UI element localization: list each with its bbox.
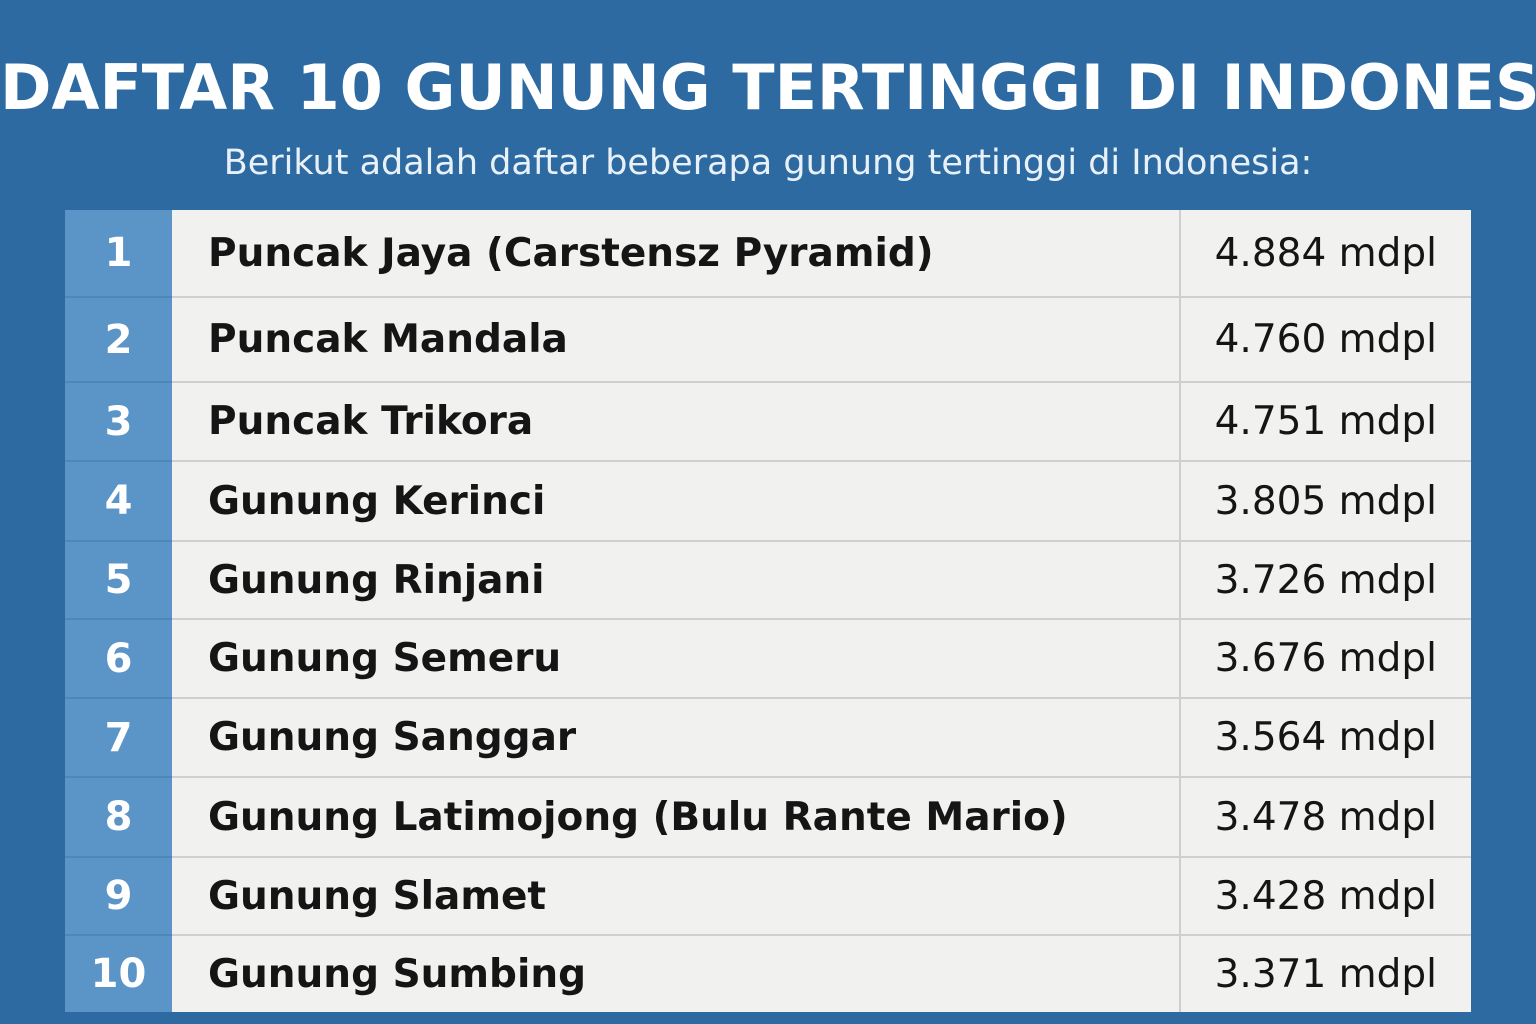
mountain-name-cell: Puncak Trikora [172, 383, 1181, 462]
mountain-height-cell: 3.428 mdpl [1181, 858, 1471, 936]
mountain-height-cell: 4.760 mdpl [1181, 298, 1471, 383]
mountain-height-cell: 3.676 mdpl [1181, 620, 1471, 699]
table-row: 10 Gunung Sumbing 3.371 mdpl [65, 936, 1471, 1012]
mountain-height-cell: 4.884 mdpl [1181, 210, 1471, 298]
rank-cell: 2 [65, 298, 172, 383]
mountain-name-cell: Puncak Jaya (Carstensz Pyramid) [172, 210, 1181, 298]
mountain-height-cell: 3.371 mdpl [1181, 936, 1471, 1012]
mountain-name-cell: Gunung Semeru [172, 620, 1181, 699]
table-row: 9 Gunung Slamet 3.428 mdpl [65, 858, 1471, 936]
rank-cell: 5 [65, 542, 172, 620]
mountain-name-cell: Gunung Rinjani [172, 542, 1181, 620]
rank-cell: 1 [65, 210, 172, 298]
rank-cell: 9 [65, 858, 172, 936]
mountain-name-cell: Gunung Sanggar [172, 699, 1181, 778]
rank-cell: 10 [65, 936, 172, 1012]
table-row: 6 Gunung Semeru 3.676 mdpl [65, 620, 1471, 699]
mountain-height-cell: 3.478 mdpl [1181, 778, 1471, 858]
mountain-name-cell: Gunung Latimojong (Bulu Rante Mario) [172, 778, 1181, 858]
rank-cell: 4 [65, 462, 172, 542]
mountain-height-cell: 4.751 mdpl [1181, 383, 1471, 462]
table-row: 7 Gunung Sanggar 3.564 mdpl [65, 699, 1471, 778]
mountain-name-cell: Puncak Mandala [172, 298, 1181, 383]
rank-cell: 3 [65, 383, 172, 462]
table-row: 8 Gunung Latimojong (Bulu Rante Mario) 3… [65, 778, 1471, 858]
mountain-name-cell: Gunung Slamet [172, 858, 1181, 936]
rank-cell: 8 [65, 778, 172, 858]
table-row: 2 Puncak Mandala 4.760 mdpl [65, 298, 1471, 383]
mountain-name-cell: Gunung Kerinci [172, 462, 1181, 542]
rank-cell: 7 [65, 699, 172, 778]
table-row: 1 Puncak Jaya (Carstensz Pyramid) 4.884 … [65, 210, 1471, 298]
mountain-height-cell: 3.564 mdpl [1181, 699, 1471, 778]
table-row: 5 Gunung Rinjani 3.726 mdpl [65, 542, 1471, 620]
table-row: 3 Puncak Trikora 4.751 mdpl [65, 383, 1471, 462]
rank-cell: 6 [65, 620, 172, 699]
mountain-height-cell: 3.726 mdpl [1181, 542, 1471, 620]
mountain-table: 1 Puncak Jaya (Carstensz Pyramid) 4.884 … [65, 210, 1471, 1012]
mountain-height-cell: 3.805 mdpl [1181, 462, 1471, 542]
page-title: DAFTAR 10 GUNUNG TERTINGGI DI INDONESIA [0, 51, 1536, 124]
table-row: 4 Gunung Kerinci 3.805 mdpl [65, 462, 1471, 542]
mountain-name-cell: Gunung Sumbing [172, 936, 1181, 1012]
page-subtitle: Berikut adalah daftar beberapa gunung te… [223, 143, 1313, 183]
